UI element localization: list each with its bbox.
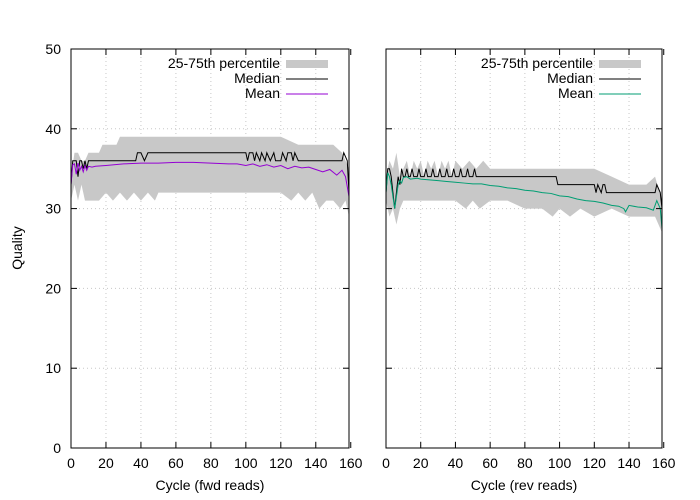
rev-legend-label: Median [547,70,593,86]
rev-x-tick-label: 40 [448,455,464,471]
fwd-mean-line [70,161,350,197]
x-axis-label-rev: Cycle (rev reads) [471,477,578,493]
y-tick-label: 50 [45,41,61,57]
fwd-legend-label: Mean [245,85,280,101]
rev-median-line [385,168,663,209]
fwd-legend-label: 25-75th percentile [168,55,280,71]
fwd-x-tick-label: 120 [269,455,293,471]
x-axis-label-fwd: Cycle (fwd reads) [156,477,265,493]
rev-legend-label: Mean [558,85,593,101]
fwd-x-tick-label: 40 [133,455,149,471]
rev-x-tick-label: 0 [382,455,390,471]
rev-x-tick-label: 20 [413,455,429,471]
y-axis-label: Quality [9,226,25,270]
rev-plot-frame [385,48,663,449]
y-tick-label: 10 [45,360,61,376]
fwd-x-tick-label: 0 [67,455,75,471]
rev-legend-swatch-band [599,60,641,68]
y-tick-label: 20 [45,280,61,296]
rev-x-tick-label: 140 [617,455,641,471]
fwd-legend-label: Median [234,70,280,86]
rev-x-tick-label: 160 [652,455,676,471]
gridlines [71,49,662,448]
y-tick-label: 40 [45,121,61,137]
fwd-legend-swatch-band [286,60,328,68]
fwd-x-tick-label: 20 [98,455,114,471]
fwd-x-tick-label: 60 [168,455,184,471]
fwd-x-tick-label: 100 [234,455,258,471]
rev-x-tick-label: 120 [583,455,607,471]
series-lines [70,151,663,229]
fwd-x-tick-label: 140 [304,455,328,471]
y-tick-label: 30 [45,201,61,217]
rev-x-tick-label: 80 [517,455,533,471]
fwd-median-line [70,151,350,193]
y-tick-label: 0 [53,440,61,456]
rev-x-tick-label: 60 [482,455,498,471]
rev-legend-label: 25-75th percentile [481,55,593,71]
axes: 0 10 20 30 40 50 0 20 40 60 80 100 120 140 160 0 20 40 60 8… [45,41,675,471]
rev-x-tick-label: 100 [548,455,572,471]
fwd-x-tick-label: 80 [203,455,219,471]
fwd-percentile-band [71,136,349,217]
fwd-plot-frame [70,48,350,449]
fwd-x-tick-label: 160 [339,455,363,471]
rev-mean-line [385,172,663,229]
